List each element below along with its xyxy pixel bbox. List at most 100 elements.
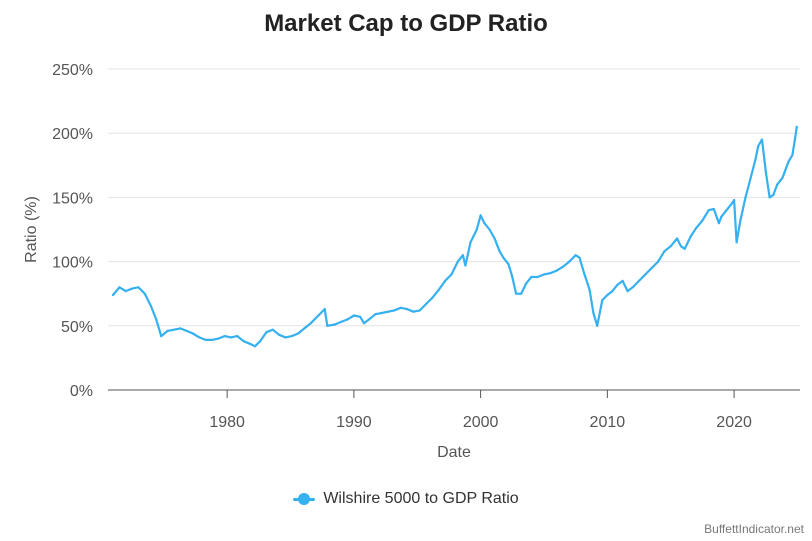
data-point <box>663 250 666 253</box>
y-tick-label: 100% <box>52 255 93 272</box>
data-point <box>374 313 377 316</box>
data-point <box>791 153 794 157</box>
data-point <box>631 286 634 289</box>
data-point <box>124 290 127 293</box>
data-point <box>456 260 459 263</box>
data-point <box>733 198 736 202</box>
data-point <box>764 170 767 173</box>
data-point <box>412 310 415 313</box>
data-point <box>431 296 434 299</box>
data-point <box>520 292 523 295</box>
data-point <box>717 222 721 225</box>
data-point <box>399 306 402 309</box>
data-point <box>583 273 586 276</box>
data-point <box>695 227 698 230</box>
x-tick-label: 2020 <box>716 414 752 431</box>
data-point <box>549 272 552 275</box>
data-point <box>380 311 383 315</box>
data-point <box>542 273 546 276</box>
data-point <box>739 219 742 222</box>
data-point <box>749 177 752 180</box>
data-point <box>621 279 624 282</box>
data-point <box>772 193 775 196</box>
data-point <box>425 302 428 306</box>
chart-title: Market Cap to GDP Ratio <box>264 10 548 37</box>
data-point <box>393 309 396 312</box>
x-axis-label: Date <box>437 444 471 461</box>
data-point <box>606 293 609 297</box>
data-point <box>493 237 496 240</box>
x-tick-label: 2010 <box>590 414 626 431</box>
data-point <box>793 138 797 141</box>
data-point <box>387 310 390 313</box>
data-point <box>359 315 362 318</box>
data-point <box>760 138 764 141</box>
data-point <box>712 207 715 211</box>
data-point <box>795 125 798 128</box>
data-point <box>776 183 779 186</box>
data-point <box>450 273 453 276</box>
data-point <box>768 196 771 199</box>
y-tick-label: 200% <box>52 126 93 143</box>
data-point <box>118 286 121 289</box>
data-point <box>271 328 274 331</box>
data-point <box>574 254 577 257</box>
data-point <box>683 247 686 250</box>
data-point <box>525 282 528 285</box>
x-tick-label: 2000 <box>463 414 499 431</box>
data-point <box>488 228 491 231</box>
data-point <box>511 275 514 279</box>
legend-item-wilshire[interactable]: Wilshire 5000 to GDP Ratio <box>293 490 519 508</box>
data-point <box>444 279 447 282</box>
data-point <box>568 260 571 263</box>
series-layer <box>111 125 798 348</box>
y-tick-label: 250% <box>52 62 93 79</box>
data-point <box>735 241 738 244</box>
data-point <box>461 254 464 257</box>
data-point <box>204 338 207 341</box>
data-point <box>323 308 326 311</box>
data-point <box>229 336 232 339</box>
y-axis-ticks: 0% 50% 100% 150% 200% 250% <box>52 62 93 400</box>
data-point <box>479 214 482 217</box>
y-tick-label: 150% <box>52 190 93 207</box>
data-point <box>592 311 595 315</box>
data-point <box>143 292 146 295</box>
data-point <box>561 265 565 268</box>
data-point <box>346 318 349 321</box>
data-point <box>198 336 201 339</box>
data-point <box>309 322 312 325</box>
data-point <box>297 332 300 335</box>
data-point <box>278 333 281 336</box>
x-tick-label: 1980 <box>209 414 245 431</box>
data-point <box>406 308 409 311</box>
data-point <box>657 260 660 263</box>
data-point <box>303 327 306 330</box>
data-point <box>650 266 653 270</box>
data-point <box>637 279 641 282</box>
data-point <box>502 256 505 259</box>
data-point <box>578 256 581 259</box>
data-point <box>242 340 245 343</box>
data-point <box>137 286 140 289</box>
data-point <box>236 335 239 338</box>
data-point <box>217 337 220 340</box>
data-point <box>787 160 790 163</box>
data-point <box>155 318 158 321</box>
y-axis-label: Ratio (%) <box>23 196 40 263</box>
data-point <box>676 237 679 240</box>
data-point <box>757 144 760 148</box>
y-tick-label: 0% <box>70 383 93 400</box>
data-point <box>475 228 478 231</box>
data-point <box>150 305 153 308</box>
data-point <box>179 327 182 330</box>
x-tick-label: 1990 <box>336 414 372 431</box>
data-point <box>754 157 757 160</box>
data-point <box>626 290 629 293</box>
data-point <box>290 335 293 338</box>
data-point <box>223 335 226 338</box>
data-point <box>555 269 558 272</box>
data-point <box>596 324 599 327</box>
data-point <box>284 336 287 339</box>
